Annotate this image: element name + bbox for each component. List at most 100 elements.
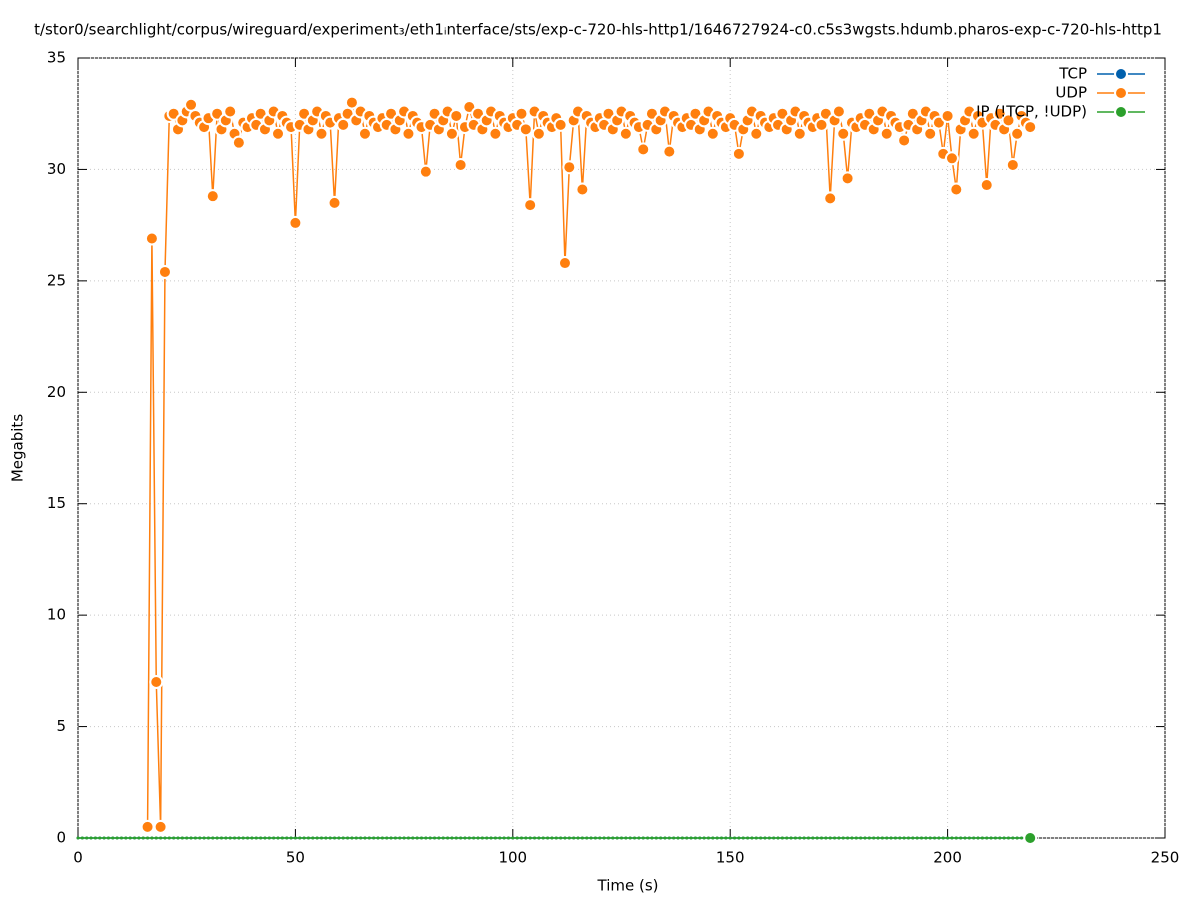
series-point (824, 836, 828, 840)
series-point (515, 836, 519, 840)
series-point (959, 836, 963, 840)
series-point (615, 836, 619, 840)
series-point (433, 836, 437, 840)
legend-label: TCP (1058, 65, 1087, 83)
series-point (628, 836, 632, 840)
series-point (572, 836, 576, 840)
series-point (415, 836, 419, 840)
series-point (246, 836, 250, 840)
series-point (820, 836, 824, 840)
series-point (776, 836, 780, 840)
series-point (449, 108, 464, 123)
series-point (467, 836, 471, 840)
series-point (885, 836, 889, 840)
series-point (150, 836, 154, 840)
series-point (380, 836, 384, 840)
series-point (472, 836, 476, 840)
series-point (511, 836, 515, 840)
series-point (219, 836, 223, 840)
y-tick-label: 30 (47, 160, 66, 178)
series-point (444, 126, 459, 141)
series-point (705, 126, 720, 141)
series-point (106, 836, 110, 840)
series-point (185, 836, 189, 840)
series-point (140, 819, 155, 834)
series-point (880, 836, 884, 840)
series-point (598, 836, 602, 840)
series-point (993, 836, 997, 840)
series-point (1005, 157, 1020, 172)
series-point (350, 836, 354, 840)
series-point (763, 836, 767, 840)
series-point (672, 836, 676, 840)
series-point (944, 151, 959, 166)
x-tick-label: 50 (286, 849, 305, 867)
series-point (733, 836, 737, 840)
series-point (580, 836, 584, 840)
series-point (223, 104, 238, 119)
series-point (979, 178, 994, 193)
series-point (902, 836, 906, 840)
series-point (493, 836, 497, 840)
series-point (367, 836, 371, 840)
series-point (546, 836, 550, 840)
series-point (741, 836, 745, 840)
series-point (876, 836, 880, 840)
series-point (157, 264, 172, 279)
series-point (950, 836, 954, 840)
series-point (241, 836, 245, 840)
series-point (785, 836, 789, 840)
series-point (180, 836, 184, 840)
series-point (789, 836, 793, 840)
series-point (259, 836, 263, 840)
series-point (593, 836, 597, 840)
series-point (337, 836, 341, 840)
series-point (941, 836, 945, 840)
series-point (998, 836, 1002, 840)
series-point (333, 836, 337, 840)
series-point (676, 836, 680, 840)
series-point (724, 836, 728, 840)
series-point (159, 836, 163, 840)
series-point (811, 836, 815, 840)
series-point (850, 836, 854, 840)
y-tick-label: 10 (47, 606, 66, 624)
series-point (646, 836, 650, 840)
series-point (1011, 836, 1015, 840)
series-point (702, 836, 706, 840)
series-point (618, 126, 633, 141)
series-point (80, 836, 84, 840)
series-point (662, 144, 677, 159)
chart-title: t/stor0/searchlight/corpus/wireguard/exp… (34, 21, 1162, 39)
series-point (514, 106, 529, 121)
series-point (357, 126, 372, 141)
series-point (488, 126, 503, 141)
series-point (480, 836, 484, 840)
series-point (311, 836, 315, 840)
series-point (228, 836, 232, 840)
series-point (389, 836, 393, 840)
series-point (98, 836, 102, 840)
series-point (172, 836, 176, 840)
series-point (518, 122, 533, 137)
series-point (411, 836, 415, 840)
series-point (863, 836, 867, 840)
series-point (567, 836, 571, 840)
series-point (267, 836, 271, 840)
series-point (749, 126, 764, 141)
series-point (524, 836, 528, 840)
series-point (149, 675, 164, 689)
series-line (146, 100, 1031, 827)
series-point (1010, 126, 1025, 141)
series-point (271, 126, 286, 141)
series-point (393, 836, 397, 840)
series-point (624, 836, 628, 840)
series-point (111, 836, 115, 840)
y-tick-label: 15 (47, 494, 66, 512)
series-point (215, 836, 219, 840)
series-point (806, 836, 810, 840)
series-point (163, 836, 167, 840)
series-point (689, 836, 693, 840)
series-point (359, 836, 363, 840)
